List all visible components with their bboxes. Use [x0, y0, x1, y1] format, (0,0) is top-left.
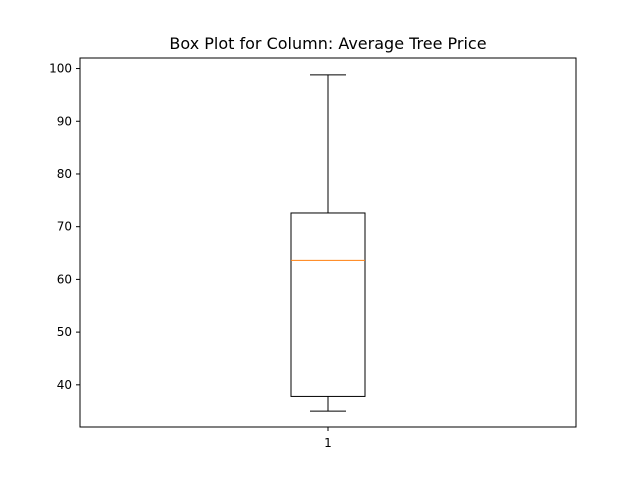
y-tick-label: 90 [57, 114, 72, 128]
y-tick-label: 50 [57, 325, 72, 339]
x-tick-label: 1 [324, 436, 332, 450]
y-tick-label: 70 [57, 220, 72, 234]
y-tick-label: 60 [57, 272, 72, 286]
y-tick-label: 40 [57, 378, 72, 392]
chart-title: Box Plot for Column: Average Tree Price [169, 34, 486, 53]
y-tick-label: 100 [49, 62, 72, 76]
y-tick-label: 80 [57, 167, 72, 181]
